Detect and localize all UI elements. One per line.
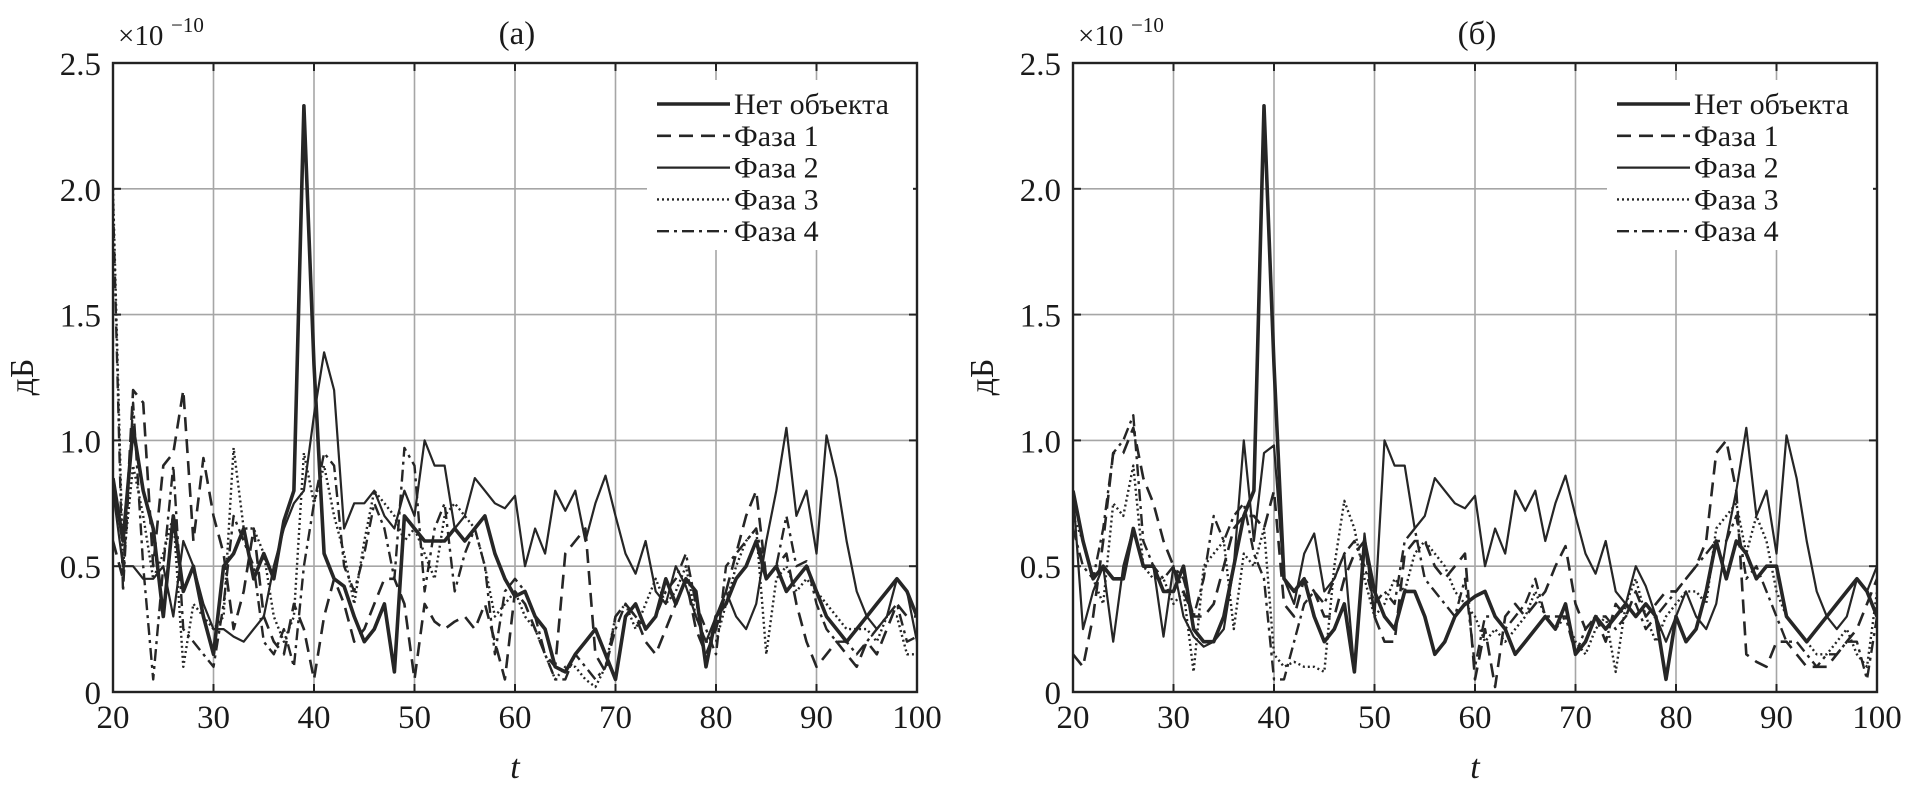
y-multiplier: ×10 <box>1078 20 1123 52</box>
x-tick-label: 30 <box>197 700 230 736</box>
y-tick-label: 2.5 <box>1020 47 1061 83</box>
legend-label: Фаза 2 <box>1694 152 1779 185</box>
legend-label: Фаза 2 <box>734 152 819 185</box>
y-tick-label: 0.5 <box>1020 550 1061 586</box>
x-tick-label: 50 <box>1358 700 1391 736</box>
x-tick-label: 80 <box>1660 700 1693 736</box>
subplot-title: (б) <box>1458 16 1497 52</box>
y-tick-label: 0 <box>85 676 102 712</box>
y-tick-label: 1.0 <box>60 424 101 460</box>
y-multiplier-exponent: −10 <box>1131 13 1164 37</box>
x-tick-label: 20 <box>1057 700 1090 736</box>
x-axis-label: t <box>1470 749 1481 786</box>
series-line-phase-3 <box>1073 464 1877 674</box>
y-tick-label: 2.0 <box>60 173 101 209</box>
series-line-phase-2 <box>113 351 917 643</box>
x-axis-label: t <box>510 749 521 786</box>
x-tick-label: 70 <box>599 700 632 736</box>
legend-label: Нет объекта <box>734 88 889 121</box>
y-tick-label: 1.5 <box>1020 299 1061 335</box>
x-tick-label: 40 <box>1258 700 1291 736</box>
x-tick-label: 80 <box>700 700 733 736</box>
x-tick-label: 100 <box>1852 700 1902 736</box>
series-line-no-object <box>1073 104 1877 682</box>
y-multiplier-exponent: −10 <box>171 13 204 37</box>
y-axis-label: дБ <box>4 359 41 396</box>
series-line-phase-1 <box>113 388 917 681</box>
x-tick-label: 60 <box>1459 700 1492 736</box>
x-tick-label: 100 <box>892 700 942 736</box>
legend-background <box>647 80 913 250</box>
series-line-phase-4 <box>113 201 917 681</box>
subplot-b: 20 30 40 50 60 70 80 90 100 0 0.5 1.0 1.5 2.0 2.5 Нет о… <box>964 13 1902 786</box>
legend-label: Фаза 1 <box>734 120 819 153</box>
series-line-no-object <box>113 104 917 682</box>
x-tick-label: 40 <box>298 700 331 736</box>
y-tick-label: 0.5 <box>60 550 101 586</box>
series-line-phase-4 <box>1073 414 1877 681</box>
y-multiplier: ×10 <box>118 20 163 52</box>
x-tick-label: 70 <box>1559 700 1592 736</box>
x-tick-label: 20 <box>97 700 130 736</box>
legend-label: Фаза 4 <box>1694 215 1779 248</box>
subplot-title: (а) <box>499 16 536 52</box>
axes-frame <box>111 61 919 694</box>
x-tick-label: 90 <box>1760 700 1793 736</box>
series-line-phase-1 <box>1073 426 1877 689</box>
legend-label: Нет объекта <box>1694 88 1849 121</box>
x-tick-label: 30 <box>1157 700 1190 736</box>
series-line-phase-2 <box>1073 426 1877 674</box>
x-tick-label: 60 <box>499 700 532 736</box>
subplot-a: 20 30 40 50 60 70 80 90 100 0 0.5 1.0 1.5 2.0 2.5 Нет о… <box>4 13 942 786</box>
y-axis-label: дБ <box>964 359 1001 396</box>
y-tick-label: 2.5 <box>60 47 101 83</box>
y-tick-label: 2.0 <box>1020 173 1061 209</box>
legend-label: Фаза 4 <box>734 215 819 248</box>
x-tick-label: 90 <box>800 700 833 736</box>
axes-frame <box>1071 61 1879 694</box>
y-tick-label: 1.0 <box>1020 424 1061 460</box>
legend-label: Фаза 3 <box>734 183 819 216</box>
legend-label: Фаза 3 <box>1694 183 1779 216</box>
legend-label: Фаза 1 <box>1694 120 1779 153</box>
legend-background <box>1607 80 1873 250</box>
y-tick-label: 1.5 <box>60 299 101 335</box>
x-tick-label: 50 <box>398 700 431 736</box>
y-tick-label: 0 <box>1045 676 1062 712</box>
series-line-phase-3 <box>113 188 917 689</box>
